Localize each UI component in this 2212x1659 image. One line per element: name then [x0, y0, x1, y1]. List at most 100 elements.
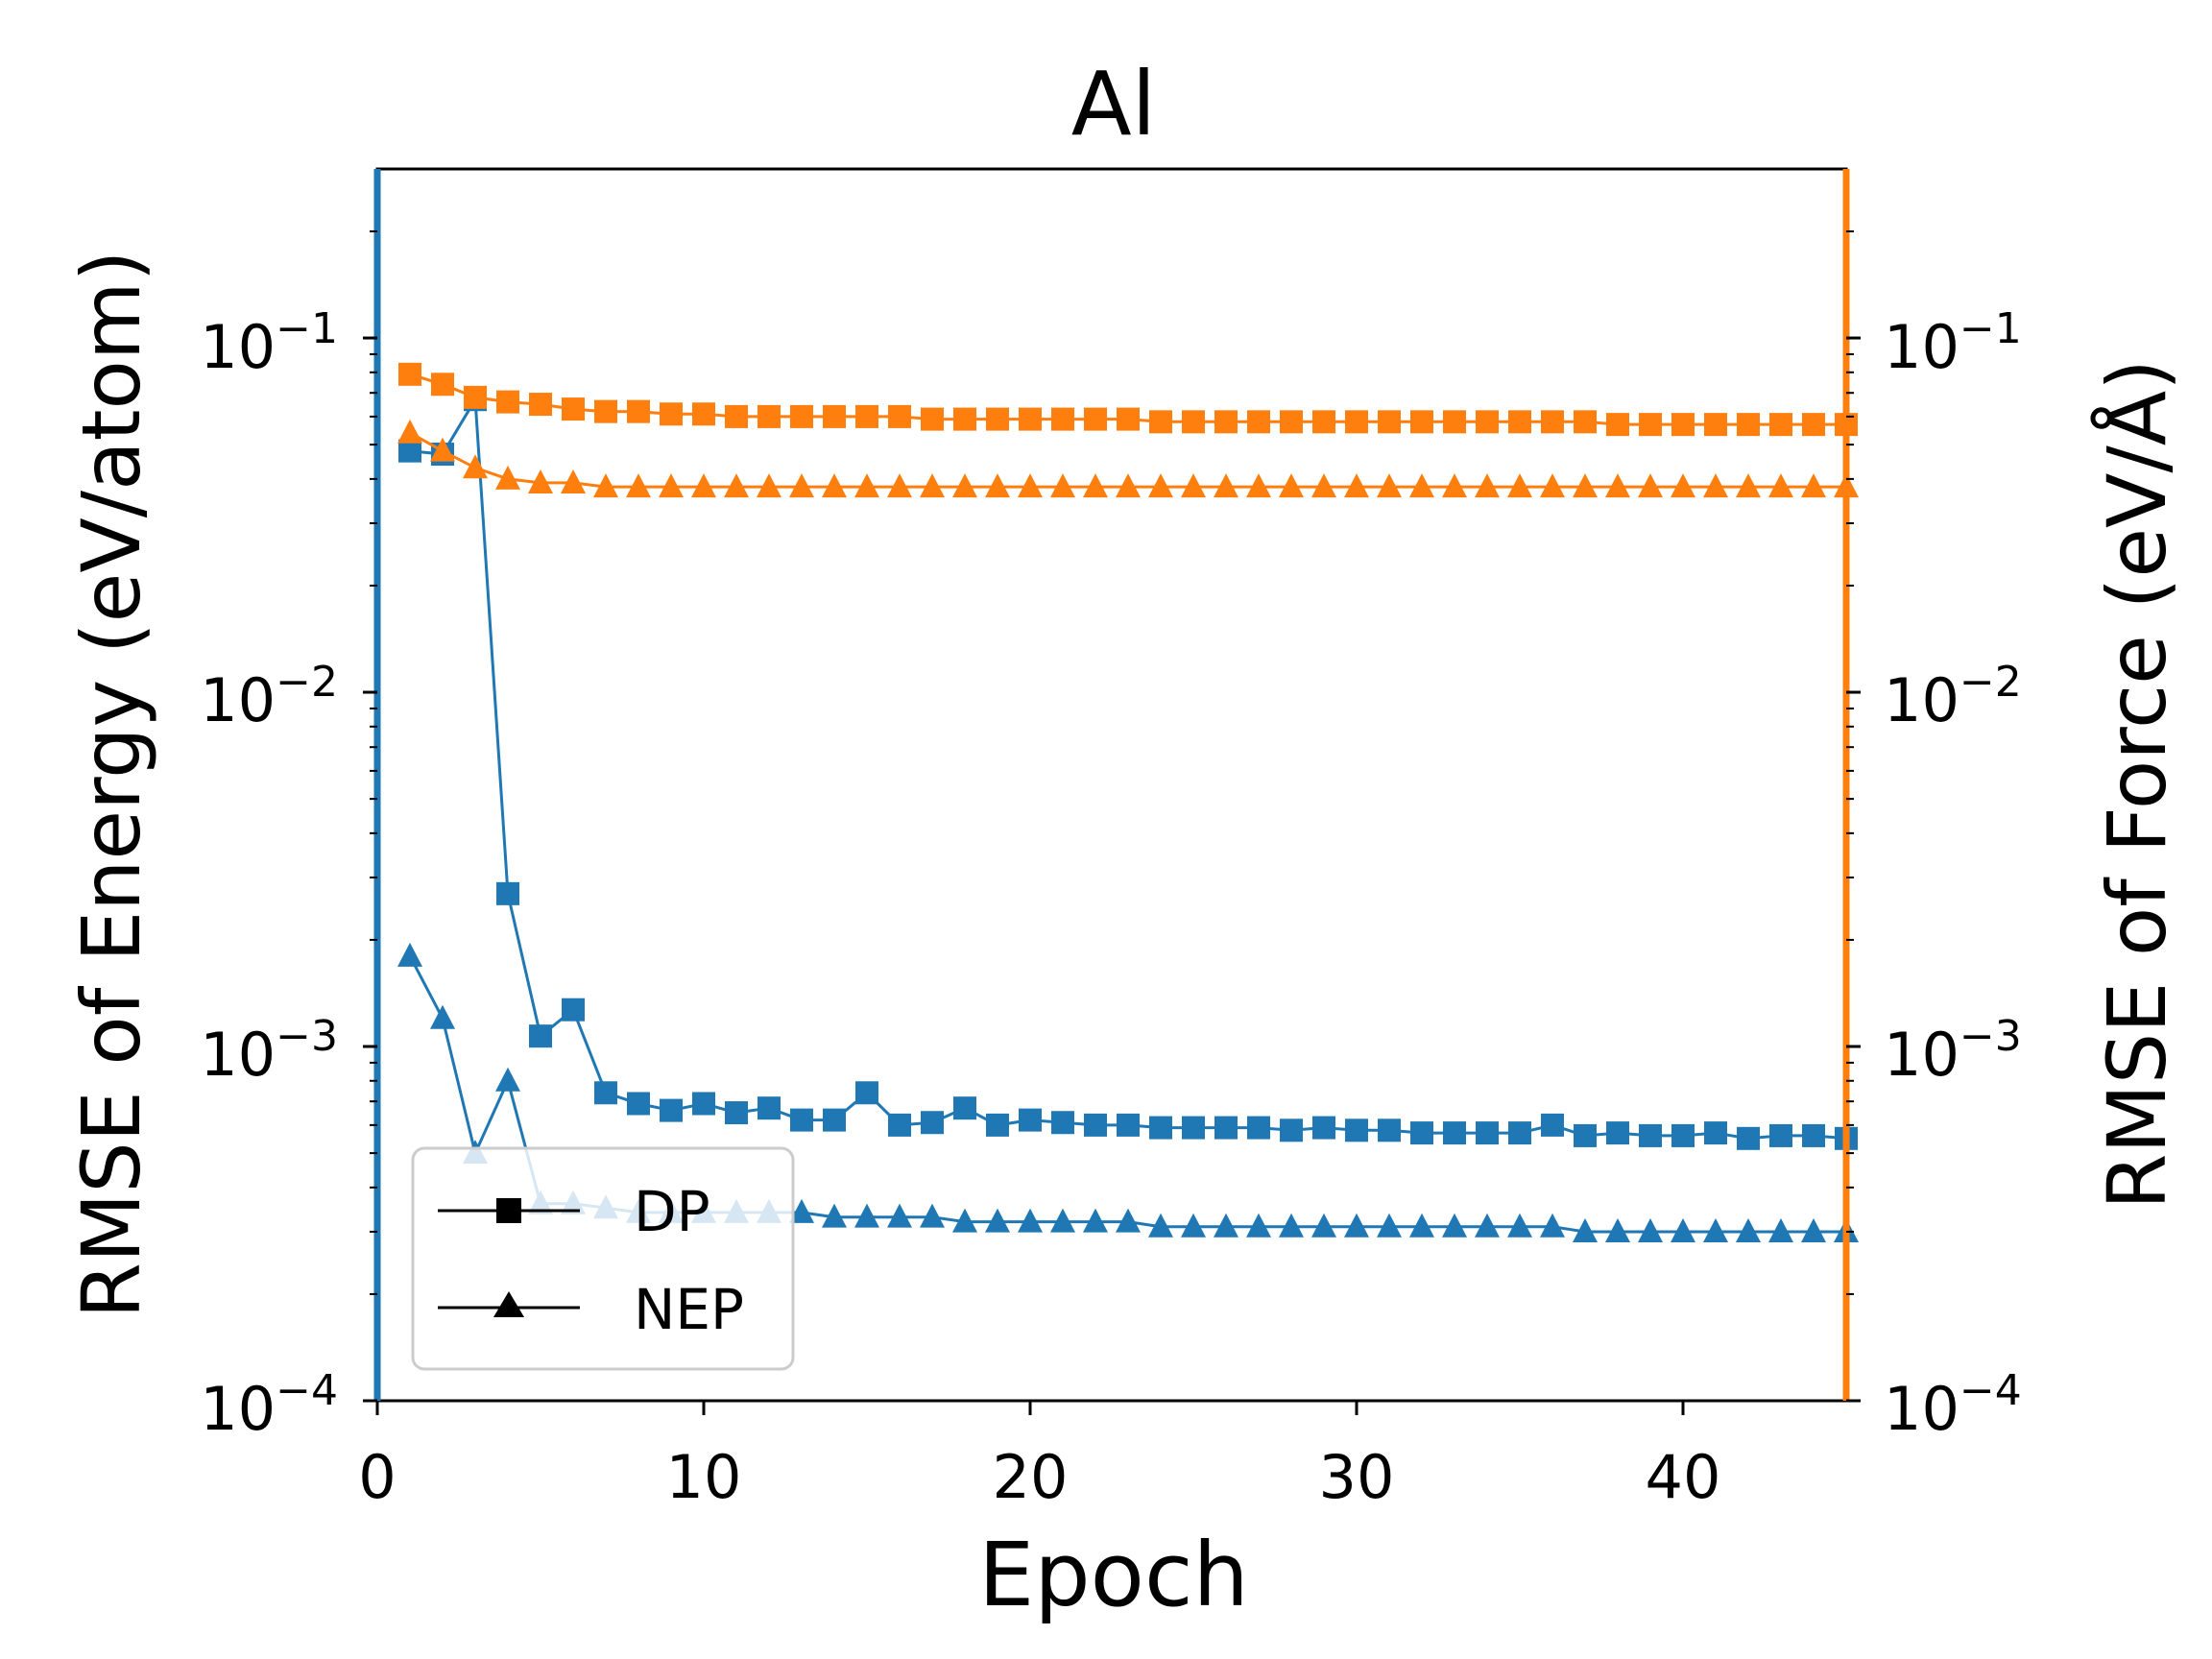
tick-exponent: −4	[276, 1366, 338, 1415]
right-y-tick-label: 10−1	[1884, 304, 2022, 382]
data-point-square	[562, 998, 585, 1022]
right-y-tick-label: 10−4	[1884, 1366, 2022, 1444]
left-y-tick-labels: 10−1 10−2 10−3 10−4	[200, 304, 338, 1444]
data-point-square	[1476, 1121, 1499, 1145]
data-point-square	[1443, 1121, 1466, 1145]
data-point-triangle	[757, 473, 781, 498]
data-point-square	[1117, 1113, 1140, 1137]
data-point-triangle	[1246, 473, 1271, 498]
tick-exponent: −2	[276, 658, 338, 707]
data-point-triangle	[1442, 1213, 1467, 1238]
data-point-triangle	[397, 419, 422, 444]
data-point-square	[1149, 1116, 1172, 1140]
data-point-triangle	[1214, 473, 1238, 498]
data-point-triangle	[1703, 473, 1728, 498]
data-point-square	[1312, 1116, 1335, 1140]
data-point-square	[757, 404, 781, 428]
data-point-square	[660, 1098, 683, 1122]
data-point-square	[1606, 413, 1629, 437]
data-point-triangle	[593, 473, 618, 498]
left-y-tick-label: 10−2	[200, 658, 338, 735]
data-point-square	[1639, 1123, 1662, 1147]
tick-base: 10	[200, 312, 276, 382]
tick-base: 10	[200, 665, 276, 735]
data-point-triangle	[1344, 1213, 1369, 1238]
data-point-square	[1574, 410, 1597, 434]
data-point-triangle	[1116, 1208, 1141, 1233]
data-point-triangle	[1214, 1213, 1238, 1238]
data-point-triangle	[1116, 473, 1141, 498]
data-point-triangle	[1409, 1213, 1434, 1238]
data-point-triangle	[724, 473, 749, 498]
tick-base: 10	[1884, 1020, 1960, 1090]
x-tick-label: 40	[1646, 1442, 1721, 1512]
tick-base: 10	[1884, 665, 1960, 735]
data-point-triangle	[659, 473, 684, 498]
data-point-triangle	[1605, 473, 1630, 498]
data-point-triangle	[887, 473, 912, 498]
data-point-square	[1182, 410, 1205, 434]
data-point-square	[660, 402, 683, 426]
data-point-triangle	[1768, 1217, 1793, 1242]
data-point-triangle	[1573, 473, 1598, 498]
data-point-triangle	[1246, 1213, 1271, 1238]
legend: DP NEP	[411, 1146, 795, 1371]
data-point-square	[855, 1081, 878, 1105]
data-point-square	[953, 407, 976, 431]
data-point-square	[1345, 410, 1368, 434]
legend-nep-triangle-marker	[493, 1291, 524, 1317]
left-y-tick-label: 10−3	[200, 1012, 338, 1090]
data-point-triangle	[430, 437, 455, 462]
data-point-triangle	[1703, 1217, 1728, 1242]
data-point-triangle	[1638, 1217, 1663, 1242]
x-tick-label: 30	[1319, 1442, 1395, 1512]
data-point-square	[823, 1108, 846, 1132]
data-point-square	[627, 1092, 650, 1116]
data-point-triangle	[1181, 473, 1206, 498]
data-point-square	[888, 1113, 911, 1137]
data-point-square	[1280, 1118, 1303, 1142]
data-point-triangle	[1344, 473, 1369, 498]
data-point-triangle	[1018, 1208, 1043, 1233]
tick-exponent: −2	[1960, 658, 2022, 707]
tick-base: 10	[1884, 1374, 1960, 1444]
right-y-tick-labels: 10−1 10−2 10−3 10−4	[1884, 304, 2022, 1444]
data-point-triangle	[854, 473, 879, 498]
x-tick-labels: 0 10 20 30 40	[358, 1442, 1720, 1512]
data-point-triangle	[1050, 473, 1075, 498]
legend-dp-label: DP	[634, 1179, 710, 1244]
data-point-square	[1084, 407, 1107, 431]
data-point-triangle	[1148, 1213, 1173, 1238]
data-point-square	[1802, 413, 1825, 437]
data-point-square	[1606, 1121, 1629, 1145]
data-point-square	[594, 1081, 617, 1105]
data-point-square	[562, 397, 585, 421]
x-tick-label: 0	[358, 1442, 396, 1512]
data-point-square	[757, 1096, 781, 1120]
data-point-triangle	[789, 1198, 814, 1223]
series-dp-energy	[398, 388, 1858, 1150]
data-point-triangle	[1311, 473, 1336, 498]
data-point-square	[1737, 1126, 1760, 1150]
data-point-triangle	[1671, 1217, 1695, 1242]
data-point-triangle	[1181, 1213, 1206, 1238]
data-point-triangle	[1736, 1217, 1761, 1242]
data-point-triangle	[397, 942, 422, 967]
data-point-triangle	[952, 473, 977, 498]
data-point-triangle	[1377, 473, 1402, 498]
data-point-square	[431, 373, 454, 397]
data-point-square	[692, 402, 715, 426]
data-point-triangle	[822, 473, 847, 498]
data-point-triangle	[1671, 473, 1695, 498]
data-point-square	[1769, 413, 1792, 437]
tick-exponent: −1	[1960, 304, 2022, 353]
data-point-triangle	[1475, 473, 1500, 498]
data-point-square	[725, 404, 748, 428]
data-point-triangle	[1540, 473, 1565, 498]
data-point-triangle	[789, 473, 814, 498]
data-point-triangle	[1409, 473, 1434, 498]
data-point-triangle	[1573, 1217, 1598, 1242]
left-y-tick-label: 10−4	[200, 1366, 338, 1444]
data-point-square	[1639, 413, 1662, 437]
